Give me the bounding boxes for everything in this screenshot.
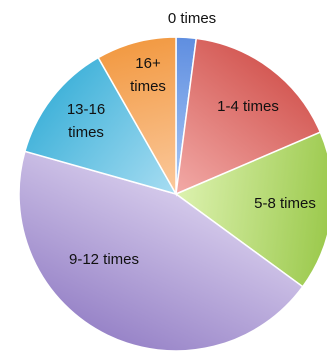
slice-label-5-8-times: 5-8 times — [254, 195, 316, 212]
slice-label-16-times: 16+ times — [130, 55, 166, 95]
pie-slice-16-times — [97, 36, 177, 197]
pie-slice-9-12-times — [18, 150, 304, 352]
slice-label-9-12-times: 9-12 times — [69, 251, 139, 268]
pie-slice-5-8-times — [174, 131, 327, 288]
slice-layer — [18, 36, 327, 352]
slice-label-1-4-times: 1-4 times — [217, 98, 279, 115]
slice-label-13-16-times: 13-16 times — [67, 101, 105, 141]
slice-label-0-times: 0 times — [168, 10, 216, 27]
label-layer: 0 times 1-4 times 5-8 times 9-12 times 13-16… — [67, 10, 316, 268]
pie-slice-1-4-times — [175, 37, 322, 196]
pie-slice-13-16-times — [23, 56, 178, 196]
